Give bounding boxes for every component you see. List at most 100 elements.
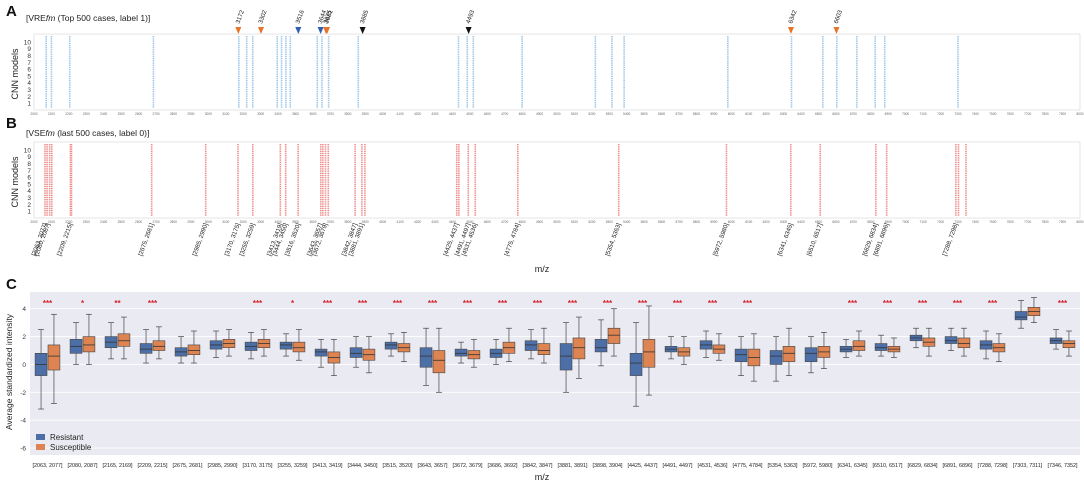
panel-b-xtick: 6300 [780,220,787,224]
panel-b-xtick: 3600 [309,220,316,224]
panel-b-xtick: 3400 [275,220,282,224]
panel-a-xtick: 6100 [745,112,752,116]
panel-b-xtick: 2100 [48,220,55,224]
significance-stars: *** [673,299,683,308]
panel-a-xtick: 5400 [623,112,630,116]
significance-stars: ** [114,299,121,308]
panel-a-xtick: 3900 [362,112,369,116]
panel-b-xtick: 5400 [623,220,630,224]
significance-stars: *** [43,299,53,308]
panel-b-xtick: 5300 [606,220,613,224]
panel-a-xtick: 7400 [972,112,979,116]
category-label: [2675, 2681] [173,463,203,469]
panel-a-xtick: 6000 [728,112,735,116]
box-susceptible [1062,340,1076,349]
panel-a-xtick: 5300 [606,112,613,116]
panel-b-xtick: 3900 [362,220,369,224]
category-label: [3170, 3175] [243,463,273,469]
panel-a-xtick: 4000 [379,112,386,116]
panel-c-ytick: 4 [22,306,26,313]
panel-b-xtick: 2300 [83,220,90,224]
panel-a-xtick: 7600 [1007,112,1014,116]
panel-b-xtick: 4500 [466,220,473,224]
panel-a-xtick: 4800 [519,112,526,116]
panel-a-xtick: 3500 [292,112,299,116]
panel-b-xtick: 4000 [379,220,386,224]
category-label: [3413, 3419] [313,463,343,469]
panel-a-ytick: 3 [27,87,31,94]
panel-b-xtick: 5600 [658,220,665,224]
category-label: [6341, 6345] [838,463,868,469]
panel-a-xtick: 2300 [83,112,90,116]
panel-b-xtick: 2600 [135,220,142,224]
category-label: [7303, 7311] [1013,463,1043,469]
marker-label: 3885 [359,9,370,25]
panel-b-xtick: 6500 [815,220,822,224]
panel-a-xtick: 3200 [240,112,247,116]
panel-b-xtick: 7400 [972,220,979,224]
panel-a-xtick: 3100 [222,112,229,116]
panel-b-xtick: 3000 [205,220,212,224]
panel-a-xtick: 2700 [152,112,159,116]
panel-b-ytick: 4 [27,188,31,195]
box-resistant [419,347,433,368]
panel-b-xtick: 4800 [519,220,526,224]
marker-triangle [235,27,242,34]
panel-a-xtick: 2600 [135,112,142,116]
category-label: [7288, 7298] [978,463,1008,469]
category-label: [6829, 6834] [908,463,938,469]
box-resistant [349,347,363,358]
panel-b-letter: B [6,115,17,132]
legend-susceptible-swatch [36,444,45,450]
category-label: [3672, 3679] [453,463,483,469]
marker-triangle [295,27,302,34]
box-resistant [1014,311,1028,321]
box-resistant [769,350,783,365]
marker-triangle [324,27,331,34]
panel-a-xtick: 5000 [553,112,560,116]
box-resistant [874,343,888,351]
panel-a-xtick: 3800 [344,112,351,116]
panel-a-xtick: 6800 [867,112,874,116]
panel-a-ylabel: CNN models [10,48,20,100]
panel-b-xtick: 5900 [710,220,717,224]
significance-stars: *** [393,299,403,308]
panel-b-xtick: 2000 [30,220,37,224]
panel-a-xtick: 3700 [327,112,334,116]
panel-a-xtick: 6400 [798,112,805,116]
panel-b-xtick: 2700 [152,220,159,224]
box-susceptible [572,337,586,360]
panel-b-ytick: 1 [27,209,31,216]
panel-a-xtick: 5200 [588,112,595,116]
panel-a-xtick: 2000 [30,112,37,116]
legend-resistant-swatch [36,434,45,440]
category-label: [3444, 3450] [348,463,378,469]
panel-a: A [VREfm (Top 500 cases, label 1)] CNN m… [6,3,1084,116]
panel-a-xtick: 7200 [937,112,944,116]
panel-a-xtick: 4100 [397,112,404,116]
panel-a-xtick: 5800 [693,112,700,116]
panel-b-xtick: 4100 [397,220,404,224]
category-label: [6510, 6517] [873,463,903,469]
marker-label: 3644 [317,9,328,25]
box-susceptible [47,344,61,371]
panel-b-ytick: 3 [27,195,31,202]
panel-a-xtick: 5500 [641,112,648,116]
panel-a-ytick: 1 [27,101,31,108]
category-label: [3881, 3891] [558,463,588,469]
panel-a-ytick: 6 [27,67,31,74]
box-susceptible [82,336,96,353]
marker-triangle [317,27,324,34]
significance-stars: *** [498,299,508,308]
panel-a-xtick: 4400 [449,112,456,116]
panel-b-xtick: 6100 [745,220,752,224]
panel-c-ytick: -6 [20,446,26,453]
marker-label: 3516 [295,9,306,25]
category-label: [2985, 2990] [208,463,238,469]
category-label: [7346, 7352] [1048,463,1078,469]
panel-b-xtick: 7200 [937,220,944,224]
panel-a-title: [VREfm (Top 500 cases, label 1)] [26,13,150,23]
panel-a-xtick: 6200 [763,112,770,116]
category-label: [2080, 2087] [68,463,98,469]
panel-b-xtick: 7800 [1042,220,1049,224]
